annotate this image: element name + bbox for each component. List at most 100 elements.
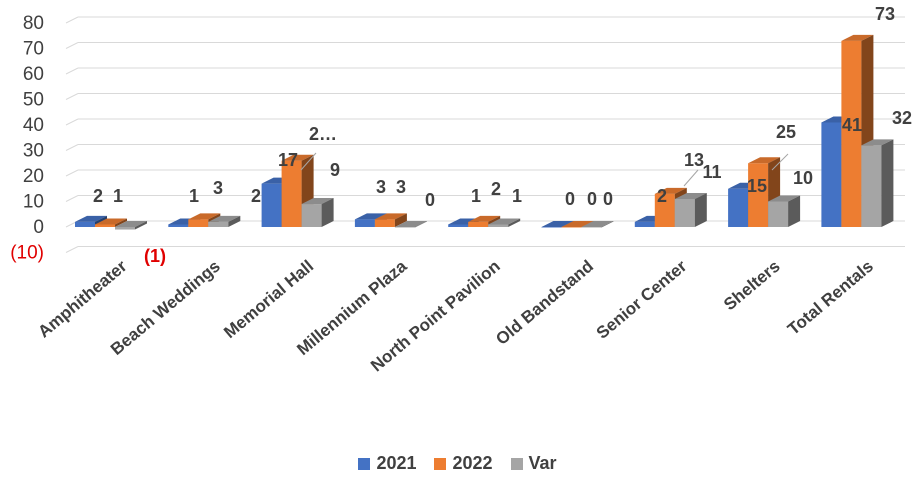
bar-top <box>301 198 334 205</box>
gridline-depth <box>65 144 79 151</box>
bar-side <box>881 139 894 227</box>
gridline-depth <box>65 42 79 49</box>
data-label-2022-7: 25 <box>776 122 796 142</box>
legend-swatch-2021 <box>358 457 371 470</box>
bar-side <box>228 215 241 227</box>
bar-front <box>208 221 229 227</box>
bar-front <box>281 160 302 227</box>
label-leader-line <box>683 169 699 187</box>
bar-top <box>841 34 874 41</box>
gridline-depth <box>65 67 79 75</box>
data-label-2022-2: 2… <box>309 124 337 144</box>
data-label-var-5: 0 <box>603 189 613 209</box>
x-tick-label: Old Bandstand <box>492 257 597 349</box>
data-label-2021-6: 2 <box>657 186 667 206</box>
legend-item-var: Var <box>510 453 557 474</box>
bar-top <box>861 139 894 146</box>
bar-front <box>468 221 489 227</box>
y-tick-label: 50 <box>23 90 44 111</box>
legend-swatch-2022 <box>434 457 447 470</box>
legend-label-2022: 2022 <box>452 453 493 473</box>
bar-front <box>394 227 415 228</box>
bar-2022-0 <box>95 218 127 227</box>
data-label-2022-4: 2 <box>491 179 501 199</box>
gridline-depth <box>65 93 79 100</box>
y-tick-label: 20 <box>23 166 44 187</box>
bar-front <box>748 163 769 227</box>
bar-front <box>821 122 842 227</box>
bar-front <box>488 224 509 227</box>
bar-front <box>581 227 602 228</box>
data-label-var-2: 9 <box>330 160 340 180</box>
bar-front <box>561 227 582 228</box>
label-leader-line <box>771 153 789 171</box>
bar-front <box>95 224 115 227</box>
bar-front <box>674 198 695 227</box>
data-label-2022-0: 1 <box>113 186 123 206</box>
bar-top <box>654 187 687 194</box>
bar-front <box>261 183 282 227</box>
y-tick-label: 60 <box>23 64 44 85</box>
data-label-2022-6: 13 <box>684 150 704 170</box>
label-leader-line <box>300 152 317 171</box>
bar-front <box>654 193 675 227</box>
gridline-depth <box>65 169 79 177</box>
data-label-2021-5: 0 <box>565 189 575 209</box>
bar-top <box>95 218 127 225</box>
bar-front <box>841 40 862 227</box>
bar-front <box>354 219 375 227</box>
bar-top <box>281 154 314 161</box>
legend-swatch-var <box>510 457 523 470</box>
bar-front <box>541 227 562 228</box>
bar-front <box>374 219 395 227</box>
gridline-depth <box>65 118 79 126</box>
x-tick-label: Amphitheater <box>34 256 130 341</box>
bar-var-3 <box>394 221 427 228</box>
y-tick-label: (10) <box>10 243 44 264</box>
data-label-var-0: (1) <box>144 246 166 266</box>
bar-side <box>694 192 707 227</box>
bar-side <box>115 218 127 227</box>
data-label-2021-2: 17 <box>278 150 298 170</box>
x-tick-label: Senior Center <box>593 256 691 342</box>
bar-var-7 <box>768 195 801 227</box>
bar-front <box>115 227 135 230</box>
bar-top <box>374 213 407 220</box>
bar-front <box>168 224 189 227</box>
bar-var-0 <box>115 221 147 230</box>
data-label-2021-7: 15 <box>747 176 767 196</box>
bar-front <box>448 224 469 227</box>
bar-side <box>601 221 614 228</box>
bar-var-6 <box>674 192 707 227</box>
legend: 2021 2022 Var <box>0 453 915 474</box>
data-label-var-7: 10 <box>793 168 813 188</box>
x-tick-label: Shelters <box>720 257 784 315</box>
y-tick-label: 30 <box>23 141 44 162</box>
legend-item-2022: 2022 <box>434 453 493 474</box>
bar-front <box>728 188 749 227</box>
bar-top <box>488 218 521 225</box>
bar-top <box>581 221 614 227</box>
bar-var-1 <box>208 215 241 227</box>
bar-top <box>394 221 427 227</box>
bar-front <box>768 201 789 227</box>
bar-front <box>75 221 95 227</box>
bar-front <box>188 219 209 227</box>
bar-top <box>115 221 147 227</box>
y-tick-label: 40 <box>23 115 44 136</box>
data-label-var-3: 0 <box>425 190 435 210</box>
bar-var-8 <box>861 139 894 227</box>
bar-side <box>414 221 427 228</box>
data-label-2022-5: 0 <box>587 189 597 209</box>
data-label-2021-4: 1 <box>471 186 481 206</box>
x-tick-label: Total Rentals <box>784 257 877 339</box>
legend-label-2021: 2021 <box>376 453 417 473</box>
bar-var-2 <box>301 198 334 227</box>
bar-front <box>861 145 882 227</box>
bar-var-4 <box>488 218 521 227</box>
bar-side <box>394 213 407 227</box>
bar-top <box>768 195 801 202</box>
data-label-2021-0: 2 <box>93 186 103 206</box>
